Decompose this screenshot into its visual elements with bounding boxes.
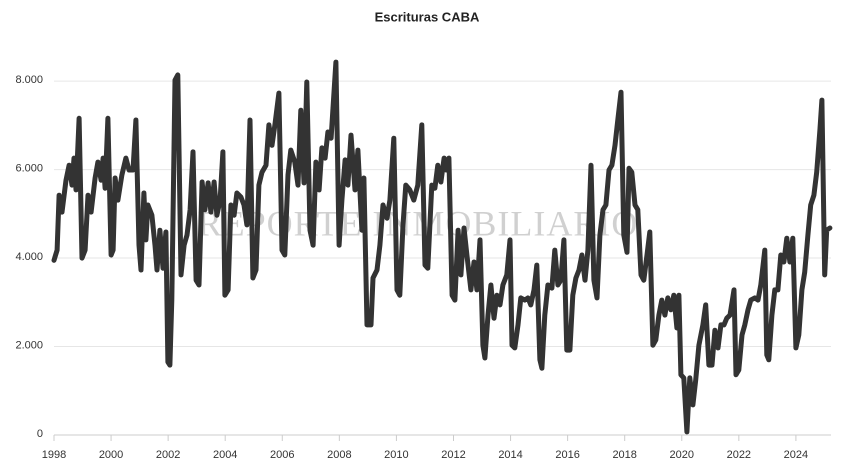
line-series <box>51 59 833 435</box>
x-tick-label: 2024 <box>784 449 808 461</box>
y-tick-label: 6.000 <box>15 162 43 174</box>
x-tick-label: 2022 <box>727 449 751 461</box>
x-tick-label: 2020 <box>670 449 694 461</box>
watermark: REPORTE INMOBILIARIO <box>198 203 639 243</box>
y-tick-label: 2.000 <box>15 339 43 351</box>
x-tick-label: 2010 <box>384 449 408 461</box>
x-tick-label: 2016 <box>555 449 579 461</box>
x-tick-label: 2006 <box>270 449 294 461</box>
x-tick-label: 2004 <box>213 449 237 461</box>
x-tick-label: 1998 <box>42 449 66 461</box>
y-tick-label: 4.000 <box>15 251 43 263</box>
y-tick-label: 0 <box>37 428 43 440</box>
x-tick-label: 2014 <box>498 449 522 461</box>
x-tick-label: 2002 <box>156 449 180 461</box>
x-tick-label: 2018 <box>612 449 636 461</box>
y-tick-label: 8.000 <box>15 74 43 86</box>
x-tick-label: 2012 <box>441 449 465 461</box>
x-tick-label: 2008 <box>327 449 351 461</box>
chart-title: Escrituras CABA <box>375 9 480 24</box>
x-tick-label: 2000 <box>99 449 123 461</box>
